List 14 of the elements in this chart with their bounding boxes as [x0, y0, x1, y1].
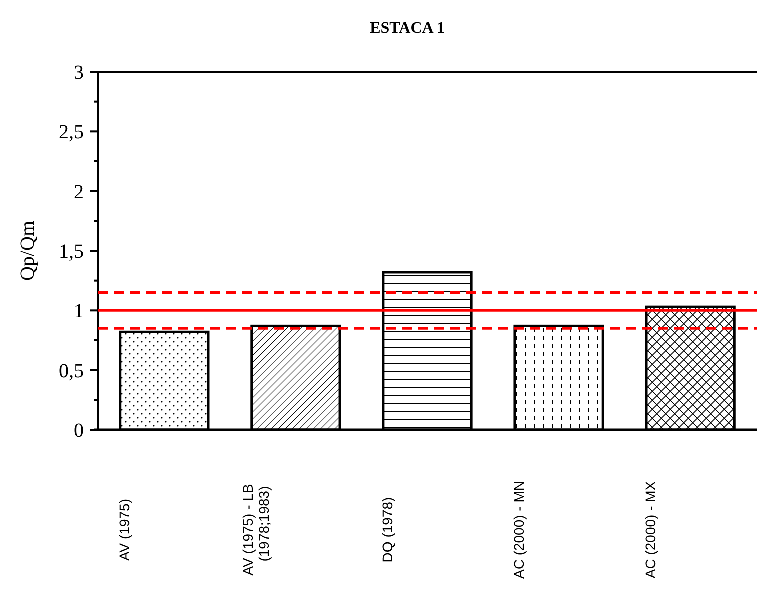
chart-title: ESTACA 1: [370, 20, 445, 37]
y-tick-label: 3: [74, 62, 84, 84]
y-tick-label: 2: [74, 181, 84, 204]
x-tick-label: AV (1975): [116, 499, 132, 561]
y-tick-label: 2,5: [59, 122, 84, 144]
x-tick-label: AC (2000) - MX: [642, 480, 659, 579]
x-tick-label: AC (2000) - MN: [511, 480, 528, 580]
y-axis-title: Qp/Qm: [17, 220, 39, 281]
y-tick-label: 0,5: [59, 360, 84, 382]
y-tick-label: 0: [74, 420, 84, 442]
x-tick-label: DQ (1978): [380, 497, 396, 563]
y-tick-label: 1,5: [59, 241, 84, 263]
y-tick-label: 1: [74, 300, 84, 323]
x-tick-label: AV (1975) - LB (1978;1983): [240, 484, 272, 576]
